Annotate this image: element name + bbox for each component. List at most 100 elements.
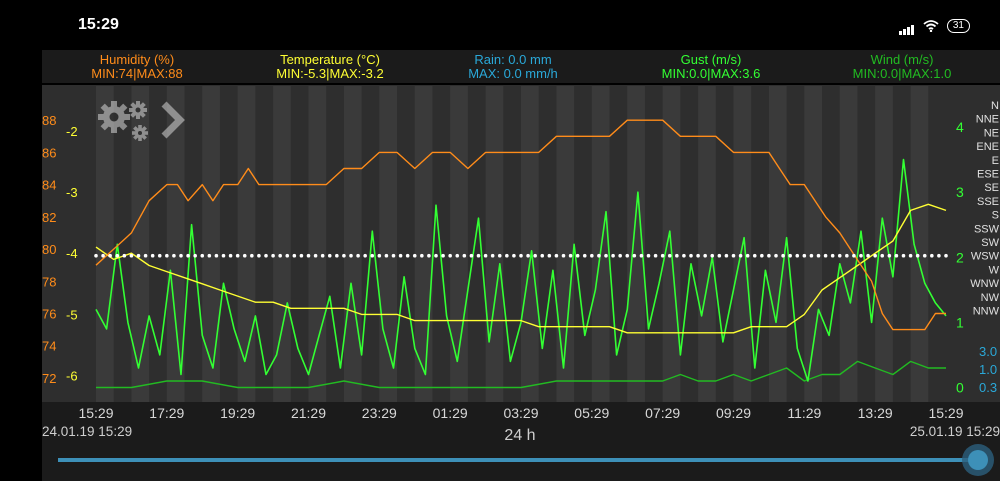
wind-direction-label: SSW bbox=[974, 223, 1000, 235]
time-range-slider[interactable] bbox=[58, 444, 994, 476]
battery-icon: 31 bbox=[946, 19, 970, 33]
temperature-axis: -6 -5 -4 -3 -2 bbox=[66, 124, 78, 384]
wind-direction-point bbox=[193, 253, 197, 258]
wind-direction-point bbox=[774, 253, 778, 258]
gust-line bbox=[95, 158, 947, 382]
wind-direction-label: ENE bbox=[976, 141, 999, 153]
wind-direction-point bbox=[476, 253, 481, 258]
wind-direction-point bbox=[200, 253, 205, 258]
wind-direction-point bbox=[250, 253, 254, 258]
rain-tick-label: 0.3 bbox=[979, 380, 997, 395]
humidity-legend-range: MIN:74|MAX:88 bbox=[91, 66, 183, 81]
wind-direction-point bbox=[540, 253, 545, 258]
x-tick-label: 03:29 bbox=[503, 405, 538, 421]
time-stripe bbox=[839, 86, 858, 402]
wind-direction-point bbox=[717, 253, 722, 258]
series-layer bbox=[94, 119, 948, 389]
time-stripe bbox=[768, 86, 787, 402]
wind-direction-label: S bbox=[992, 210, 999, 222]
wind-direction-point bbox=[129, 253, 134, 258]
wind-direction-point bbox=[412, 253, 417, 258]
wind-direction-point bbox=[264, 253, 268, 258]
wind-direction-point bbox=[420, 253, 424, 258]
wind-direction-point bbox=[221, 253, 226, 258]
wind-direction-point bbox=[880, 253, 885, 258]
wind-direction-point bbox=[398, 253, 403, 258]
signal-icon bbox=[898, 17, 915, 35]
slider-track[interactable] bbox=[58, 458, 978, 462]
status-clock: 15:29 bbox=[78, 16, 119, 33]
settings-button[interactable] bbox=[98, 101, 185, 141]
wind-direction-point bbox=[873, 253, 877, 258]
wind-direction-point bbox=[568, 253, 573, 258]
wind-direction-point bbox=[682, 253, 686, 258]
weather-chart[interactable]: Humidity (%) MIN:74|MAX:88 Temperature (… bbox=[42, 50, 1000, 481]
wind-direction-point bbox=[859, 253, 863, 258]
time-stripe bbox=[131, 86, 150, 402]
time-stripe bbox=[308, 86, 327, 402]
chart-screen: Humidity (%) MIN:74|MAX:88 Temperature (… bbox=[42, 50, 1000, 481]
wind-direction-label: NNW bbox=[973, 306, 1000, 318]
time-stripe bbox=[485, 86, 504, 402]
wind-direction-point bbox=[937, 253, 941, 258]
wind-direction-point bbox=[738, 253, 743, 258]
humidity-axis: 72 74 76 78 80 82 84 86 88 bbox=[42, 113, 56, 386]
wind-direction-point bbox=[781, 253, 785, 258]
wind-direction-label: SE bbox=[984, 182, 999, 194]
start-date-label: 24.01.19 15:29 bbox=[42, 424, 132, 439]
wind-direction-point bbox=[809, 253, 814, 258]
wind-direction-point bbox=[271, 253, 275, 258]
wind-direction-point bbox=[377, 253, 382, 258]
status-icons: 31 bbox=[898, 17, 970, 35]
wind-direction-point bbox=[292, 253, 297, 258]
wind-direction-point bbox=[944, 253, 948, 258]
wind-direction-point bbox=[561, 253, 566, 258]
wind-direction-point bbox=[582, 253, 587, 258]
x-tick-label: 11:29 bbox=[787, 405, 821, 421]
wind-direction-point bbox=[752, 253, 757, 258]
wind-direction-point bbox=[207, 253, 212, 258]
period-label: 24 h bbox=[504, 427, 535, 444]
x-tick-label: 17:29 bbox=[149, 405, 184, 421]
small-gear-icon bbox=[132, 125, 148, 141]
temperature-tick-label: -2 bbox=[66, 124, 78, 139]
wind-direction-point bbox=[441, 253, 445, 258]
wind-direction-point bbox=[370, 253, 375, 258]
wind-direction-point bbox=[696, 253, 700, 258]
time-stripe bbox=[96, 86, 114, 402]
wind-direction-point bbox=[901, 253, 906, 258]
time-stripe bbox=[237, 86, 256, 402]
wind-direction-point bbox=[731, 253, 736, 258]
x-tick-label: 15:29 bbox=[78, 405, 113, 421]
wind-direction-point bbox=[639, 253, 644, 258]
wind-direction-point bbox=[427, 253, 431, 258]
wind-direction-point bbox=[795, 253, 800, 258]
wind-direction-point bbox=[845, 253, 849, 258]
wind-direction-point bbox=[136, 253, 141, 258]
x-tick-label: 01:29 bbox=[433, 405, 468, 421]
wind-direction-point bbox=[497, 253, 502, 258]
wind-direction-point bbox=[483, 253, 488, 258]
humidity-tick-label: 72 bbox=[42, 371, 56, 386]
humidity-tick-label: 74 bbox=[42, 339, 56, 354]
wind-direction-label: WSW bbox=[971, 251, 1000, 263]
wind-direction-point bbox=[335, 253, 339, 258]
wind-direction-label: WNW bbox=[970, 278, 999, 290]
wind-direction-point bbox=[547, 253, 552, 258]
temperature-legend-title: Temperature (°C) bbox=[280, 52, 380, 67]
slider-thumb[interactable] bbox=[968, 450, 988, 470]
wind-direction-point bbox=[930, 253, 934, 258]
x-tick-label: 07:29 bbox=[645, 405, 680, 421]
rain-axis: 3.0 1.0 0.3 bbox=[979, 344, 997, 395]
wind-direction-point bbox=[235, 253, 240, 258]
small-gear-icon bbox=[129, 101, 147, 119]
wind-direction-point bbox=[165, 253, 169, 258]
wind-direction-point bbox=[228, 253, 233, 258]
wind-direction-label: NNE bbox=[976, 114, 999, 126]
wind-direction-point bbox=[611, 253, 615, 258]
wind-direction-point bbox=[391, 253, 396, 258]
humidity-tick-label: 86 bbox=[42, 145, 56, 160]
wind-direction-point bbox=[689, 253, 693, 258]
wind-direction-point bbox=[363, 253, 367, 258]
